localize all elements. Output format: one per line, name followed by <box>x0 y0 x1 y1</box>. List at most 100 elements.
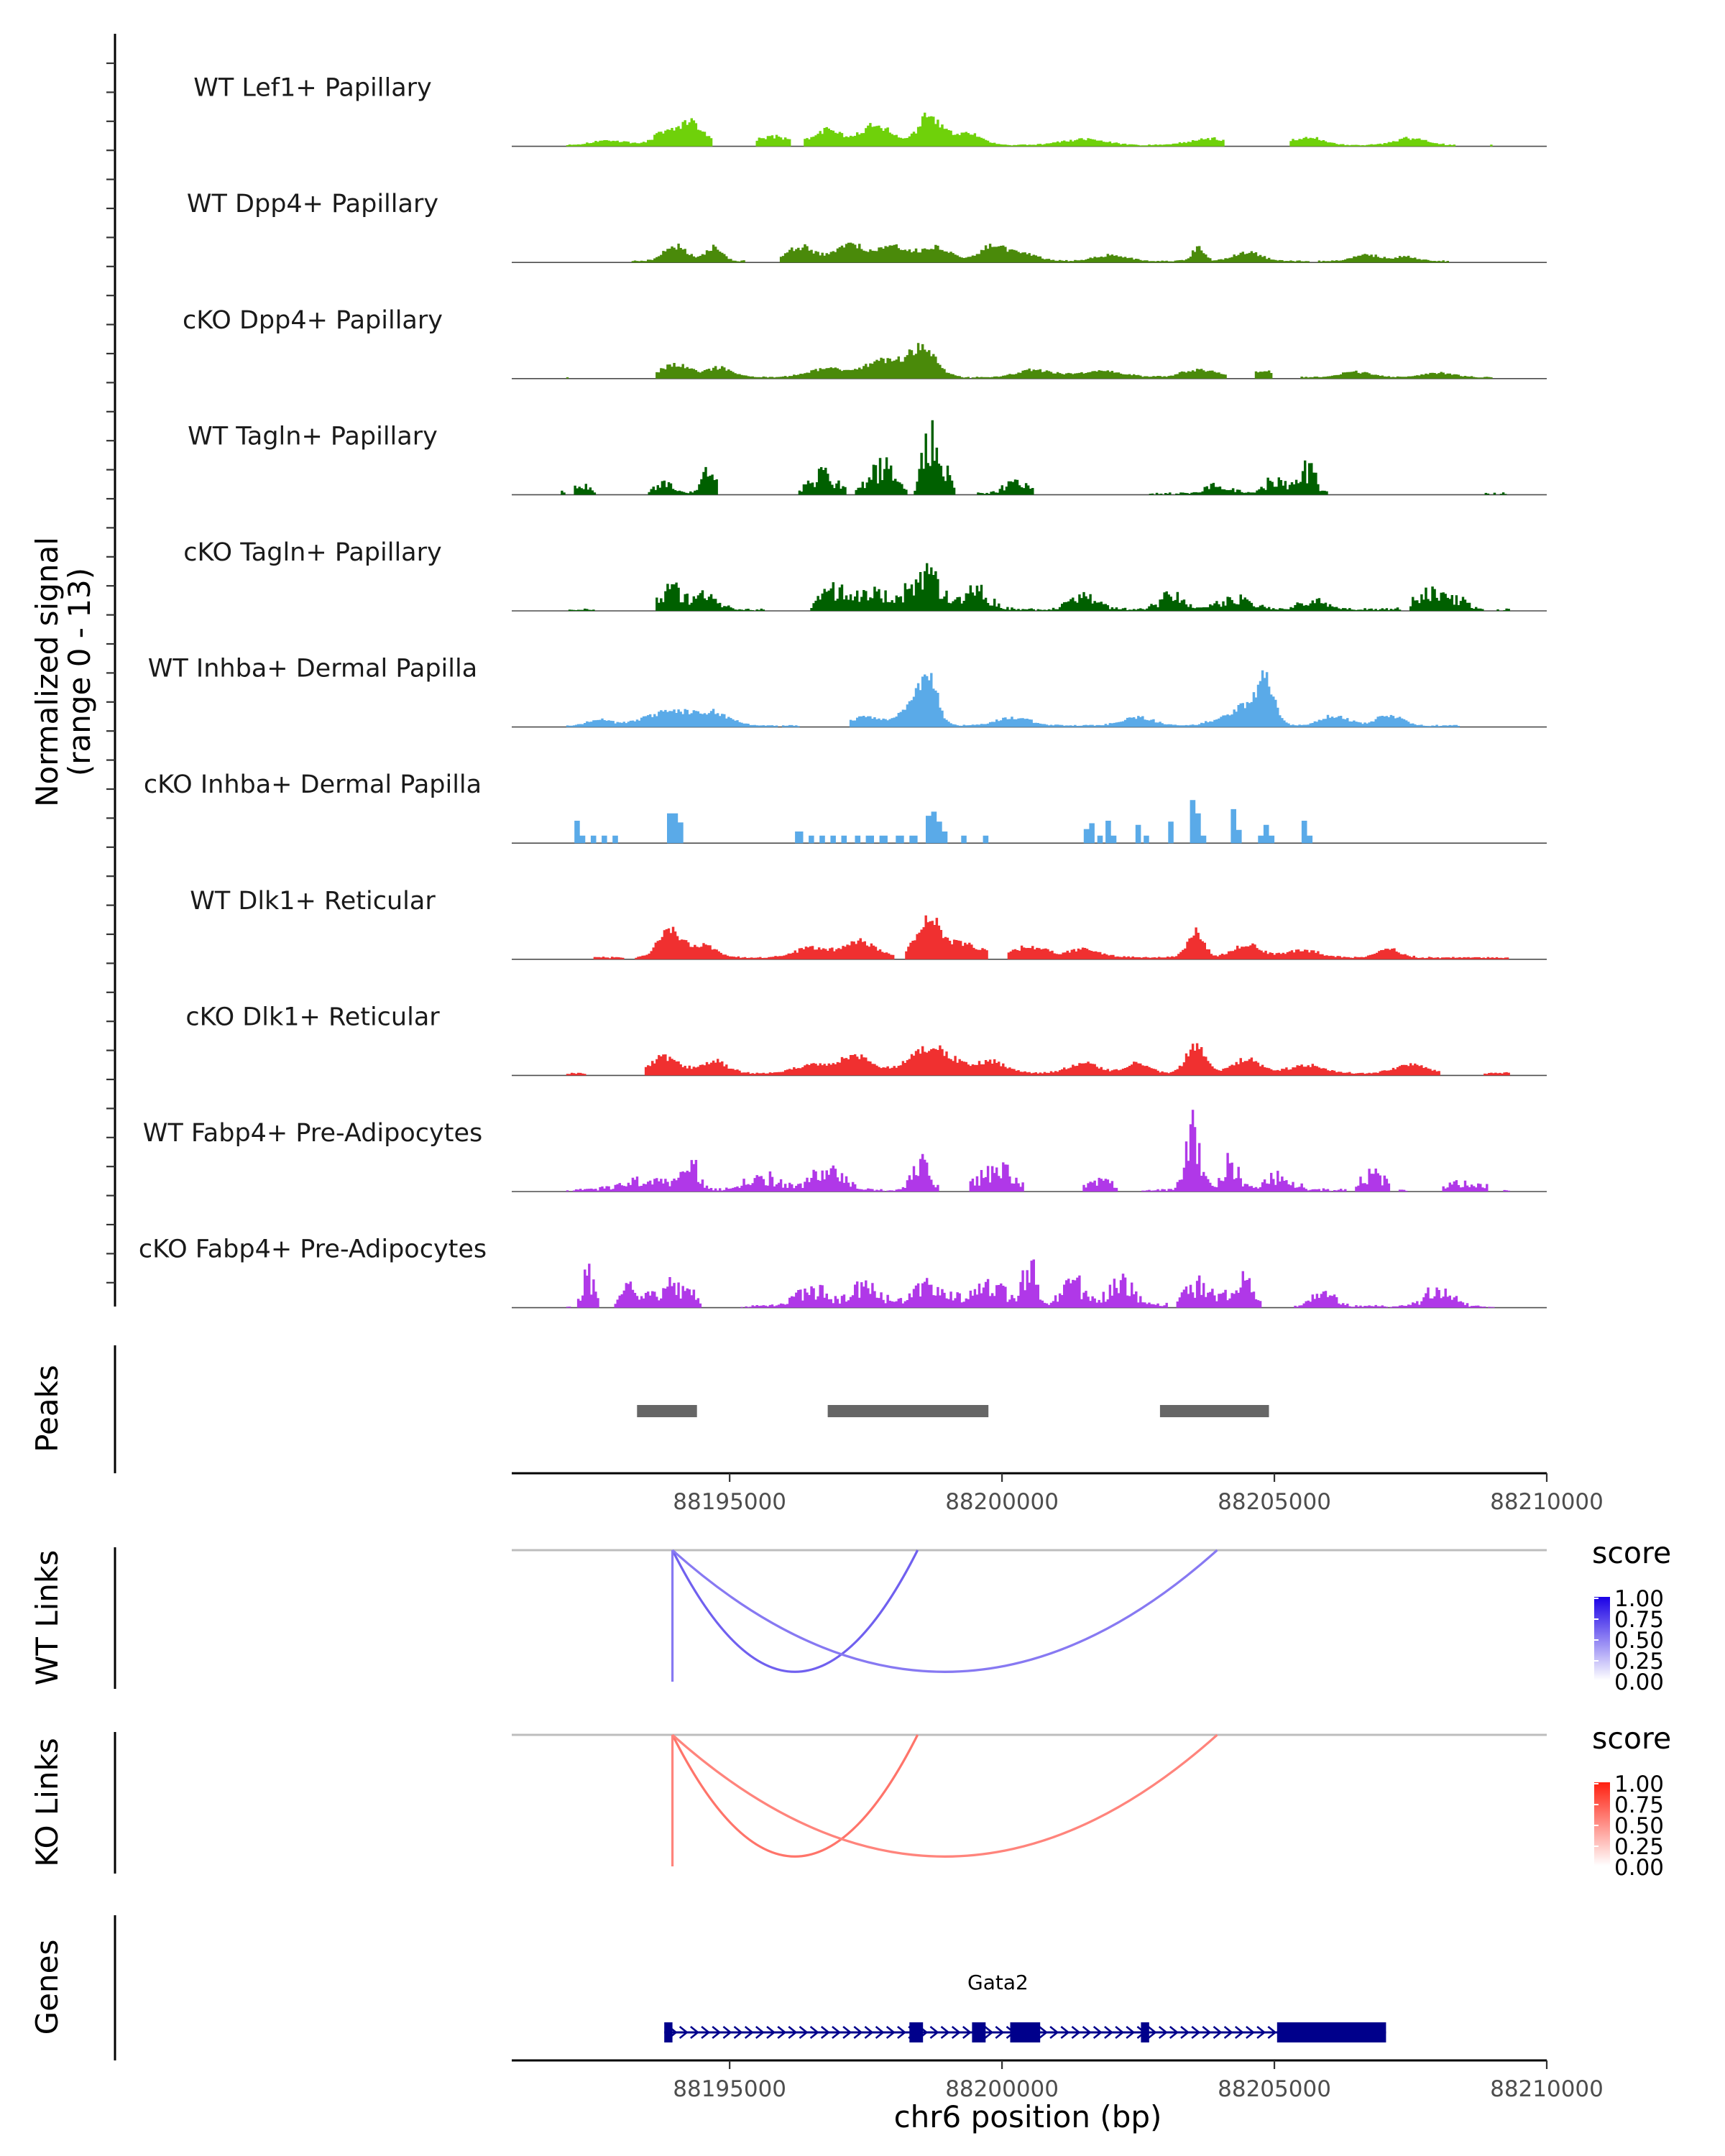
peak-bar <box>827 1405 989 1417</box>
legend-tick-label: 0.25 <box>1614 1834 1664 1860</box>
strand-arrow <box>1039 2025 1048 2040</box>
x-tick-label: 88210000 <box>1490 1489 1604 1515</box>
link-arc <box>671 1733 1218 1858</box>
legend-colorbar <box>1594 1597 1610 1680</box>
strand-arrow <box>1060 2025 1070 2040</box>
legend-tick-label: 1.00 <box>1614 1586 1664 1612</box>
strand-arrow <box>777 2025 787 2040</box>
coverage-track: WT Tagln+ Papillary <box>188 420 1547 496</box>
track-label: WT Dlk1+ Reticular <box>190 887 436 916</box>
legend-tick-label: 0.50 <box>1614 1813 1664 1839</box>
strand-arrow <box>744 2025 754 2040</box>
legend-tick-label: 1.00 <box>1614 1772 1664 1797</box>
coverage-y-axis-title: Normalized signal <box>29 537 65 807</box>
coverage-area <box>568 563 1510 611</box>
link-arc <box>671 1549 1218 1673</box>
x-tick-label: 88195000 <box>673 1489 786 1515</box>
strand-arrow <box>809 2025 819 2040</box>
coverage-track: WT Lef1+ Papillary <box>193 74 1547 147</box>
coverage-area <box>574 800 1313 844</box>
strand-arrow <box>1092 2025 1103 2040</box>
strand-arrow <box>929 2025 939 2040</box>
strand-arrow <box>1223 2025 1233 2040</box>
legend-tick-label: 0.25 <box>1614 1649 1664 1674</box>
x-tick-label: 88200000 <box>945 2076 1059 2102</box>
exon <box>972 2022 986 2042</box>
track-label: cKO Fabp4+ Pre-Adipocytes <box>139 1235 487 1264</box>
legend-tick-label: 0.00 <box>1614 1669 1664 1695</box>
strand-arrow <box>1115 2025 1125 2040</box>
track-label: WT Dpp4+ Papillary <box>187 190 438 218</box>
x-tick-label: 88205000 <box>1218 2076 1331 2102</box>
strand-arrow <box>1213 2025 1223 2040</box>
strand-arrow <box>1234 2025 1244 2040</box>
strand-arrow <box>1246 2025 1255 2040</box>
legend-colorbar <box>1594 1782 1610 1866</box>
coverage-track: WT Inhba+ Dermal Papilla <box>148 655 1547 728</box>
strand-arrow <box>733 2025 743 2040</box>
ko-links-axis-title: KO Links <box>29 1738 65 1867</box>
track-label: WT Tagln+ Papillary <box>188 422 438 451</box>
ko-links-layer <box>512 1733 1547 1866</box>
strand-arrow <box>1158 2025 1168 2040</box>
x-axis-top: 88195000 88200000 88205000 88210000 <box>512 1472 1604 1515</box>
strand-arrow <box>995 2025 1005 2040</box>
track-label: WT Fabp4+ Pre-Adipocytes <box>143 1119 482 1148</box>
peak-bar <box>637 1405 697 1417</box>
peak-bar <box>1159 1405 1269 1417</box>
x-tick-label: 88200000 <box>945 1489 1059 1515</box>
strand-arrow <box>755 2025 765 2040</box>
strand-arrow <box>690 2025 699 2040</box>
track-label: cKO Dpp4+ Papillary <box>183 306 443 335</box>
strand-arrow <box>788 2025 798 2040</box>
coverage-y-axis-range: (range 0 - 13) <box>62 568 97 776</box>
legend-tick-label: 0.00 <box>1614 1855 1664 1881</box>
link-arc <box>671 1549 919 1673</box>
legend-tick-label: 0.50 <box>1614 1628 1664 1654</box>
coverage-area <box>566 1110 1510 1192</box>
strand-arrow <box>864 2025 874 2040</box>
strand-arrow <box>940 2025 950 2040</box>
strand-arrow <box>951 2025 961 2040</box>
peaks-layer <box>637 1405 1269 1417</box>
strand-arrow <box>1082 2025 1092 2040</box>
x-tick-label: 88195000 <box>673 2076 786 2102</box>
coverage-area <box>566 112 1493 147</box>
coverage-area <box>631 242 1450 263</box>
strand-arrow <box>886 2025 896 2040</box>
genes-layer: Gata2 <box>664 1971 1386 2042</box>
strand-arrow <box>897 2025 906 2040</box>
strand-arrow <box>1169 2025 1179 2040</box>
coverage-track: WT Dpp4+ Papillary <box>187 190 1547 264</box>
x-axis-title: chr6 position (bp) <box>894 2099 1162 2134</box>
strand-arrow <box>1104 2025 1113 2040</box>
coverage-track: WT Fabp4+ Pre-Adipocytes <box>143 1110 1547 1192</box>
peaks-axis-title: Peaks <box>29 1365 65 1452</box>
strand-arrow <box>712 2025 722 2040</box>
coverage-track: cKO Fabp4+ Pre-Adipocytes <box>139 1235 1547 1309</box>
coverage-area <box>566 670 1460 727</box>
strand-arrow <box>1256 2025 1266 2040</box>
strand-arrow <box>962 2025 972 2040</box>
coverage-y-ticks <box>106 62 115 1284</box>
strand-arrow <box>722 2025 732 2040</box>
exon <box>1276 2022 1288 2042</box>
coverage-area <box>566 1043 1510 1076</box>
coverage-area <box>566 343 1493 379</box>
exon <box>1010 2022 1041 2042</box>
strand-arrow <box>701 2025 711 2040</box>
legend-tick-label: 0.75 <box>1614 1792 1664 1818</box>
exon <box>1141 2022 1149 2042</box>
wt-score-legend: score 1.000.750.500.250.00 <box>1592 1536 1671 1695</box>
coverage-area <box>593 915 1509 959</box>
link-arc <box>671 1734 919 1858</box>
strand-arrow <box>766 2025 776 2040</box>
strand-arrow <box>1126 2025 1136 2040</box>
coverage-tracks: WT Lef1+ Papillary WT Dpp4+ Papillary cKO … <box>139 74 1547 1309</box>
strand-arrow <box>1049 2025 1059 2040</box>
gene-name: Gata2 <box>967 1971 1029 1994</box>
coverage-area <box>566 1259 1495 1308</box>
strand-arrow <box>984 2025 994 2040</box>
x-tick-label: 88205000 <box>1218 1489 1331 1515</box>
